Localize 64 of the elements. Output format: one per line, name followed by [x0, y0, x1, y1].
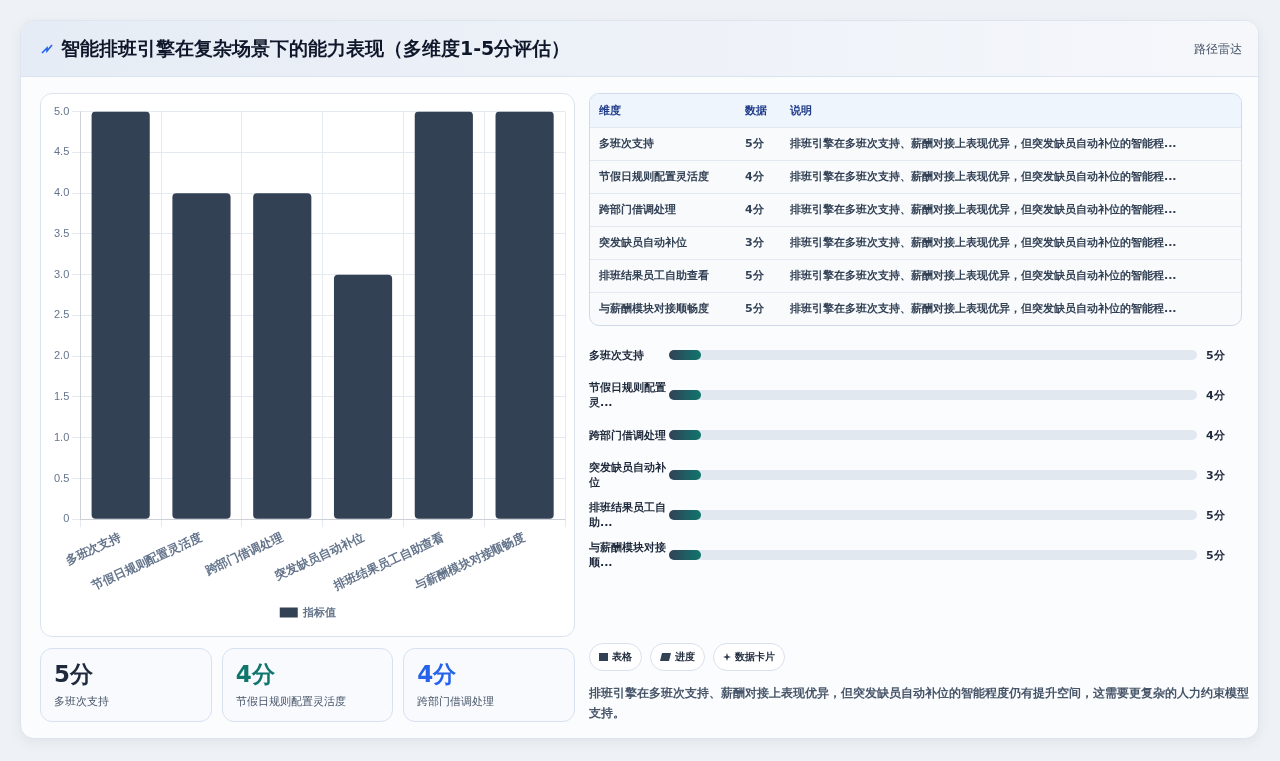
text: 4分: [235, 661, 275, 687]
text: 排班引擎在多班次支持、薪酬对接上表现优异，但突发缺员自动补位的智能程...: [781, 259, 1241, 292]
text: 5分: [745, 269, 764, 282]
text: 排班引擎在多班次支持、薪酬对接上表现优异，但突发缺员自动补位的智能程...: [781, 127, 1241, 160]
text: 排班引擎在多班次支持、薪酬对接上表现优异，但突发缺员自动补位的智能程...: [781, 226, 1241, 259]
text: 4分: [745, 170, 764, 183]
text: 数据卡片: [735, 650, 775, 664]
text: 3分: [745, 236, 764, 249]
text: 5分: [54, 661, 94, 687]
text: 4分: [1206, 428, 1225, 442]
chart-title: 智能排班引擎在复杂场景下的能力表现（多维度1-5分评估）: [61, 36, 571, 59]
category-label: 与薪酬模块对接顺畅度: [590, 292, 736, 325]
category-label: 突发缺员自动补位: [590, 226, 736, 259]
category-label: 节假日规则配置灵活度: [235, 694, 347, 709]
text: 5分: [1206, 508, 1225, 522]
text: 排班引擎在多班次支持、薪酬对接上表现优异，但突发缺员自动补位的智能程...: [781, 193, 1241, 226]
category-label: 多班次支持: [590, 127, 736, 160]
y-tick-label: 4.0: [53, 186, 70, 199]
category-label: 跨部门借调处理: [589, 427, 667, 443]
text: 排班引擎在多班次支持、薪酬对接上表现优异，但突发缺员自动补位的智能程...: [781, 160, 1241, 193]
bar: [172, 193, 231, 519]
category-label: 跨部门借调处理: [590, 193, 736, 226]
text: 进度: [675, 650, 695, 664]
y-tick-label: 3.0: [53, 267, 70, 280]
text: 5分: [1206, 348, 1225, 362]
text: 维度: [590, 94, 736, 127]
text: 4分: [1206, 388, 1225, 402]
category-label: 节假日规则配置灵...: [589, 380, 667, 410]
text: 说明: [781, 94, 1241, 127]
y-tick-label: 2.5: [53, 308, 70, 321]
legend-label: 指标值: [302, 605, 337, 618]
x-tick-label: 多班次支持: [63, 529, 124, 568]
bar: [495, 111, 554, 519]
category-label: 排班结果员工自助...: [589, 500, 667, 530]
category-label: 与薪酬模块对接顺...: [589, 540, 667, 570]
bar: [253, 193, 312, 519]
bar: [333, 274, 393, 519]
y-tick-label: 5.0: [53, 104, 70, 117]
category-label: 突发缺员自动补位: [589, 460, 667, 490]
y-tick-label: 4.5: [53, 145, 70, 158]
category-label: 排班结果员工自助查看: [590, 259, 736, 292]
y-tick-label: 1.0: [53, 430, 70, 443]
text: 排班引擎在多班次支持、薪酬对接上表现优异，但突发缺员自动补位的智能程...: [781, 292, 1241, 325]
bar: [91, 111, 150, 519]
y-tick-label: 3.5: [53, 226, 70, 239]
category-label: 多班次支持: [54, 694, 110, 709]
y-tick-label: 0: [63, 512, 70, 525]
category-label: 节假日规则配置灵活度: [590, 160, 736, 193]
text: 路径雷达: [1194, 41, 1242, 58]
text: 4分: [745, 203, 764, 216]
text: 表格: [612, 650, 632, 664]
y-tick-label: 2.0: [53, 349, 70, 362]
text: 数据: [736, 94, 781, 127]
category-label: 跨部门借调处理: [417, 694, 496, 709]
text: 排班引擎在多班次支持、薪酬对接上表现优异，但突发缺员自动补位的智能程度仍有提升空间，这需要更复杂的人力约束模型支持。: [589, 685, 1249, 722]
text: 5分: [745, 302, 764, 316]
text: 4分: [417, 661, 457, 687]
category-label: 多班次支持: [589, 347, 645, 363]
bar: [414, 111, 473, 519]
text: 3分: [1206, 468, 1225, 482]
text: 5分: [745, 137, 764, 150]
y-tick-label: 0.5: [53, 471, 70, 484]
text: 5分: [1206, 548, 1225, 562]
y-tick-label: 1.5: [53, 389, 70, 402]
